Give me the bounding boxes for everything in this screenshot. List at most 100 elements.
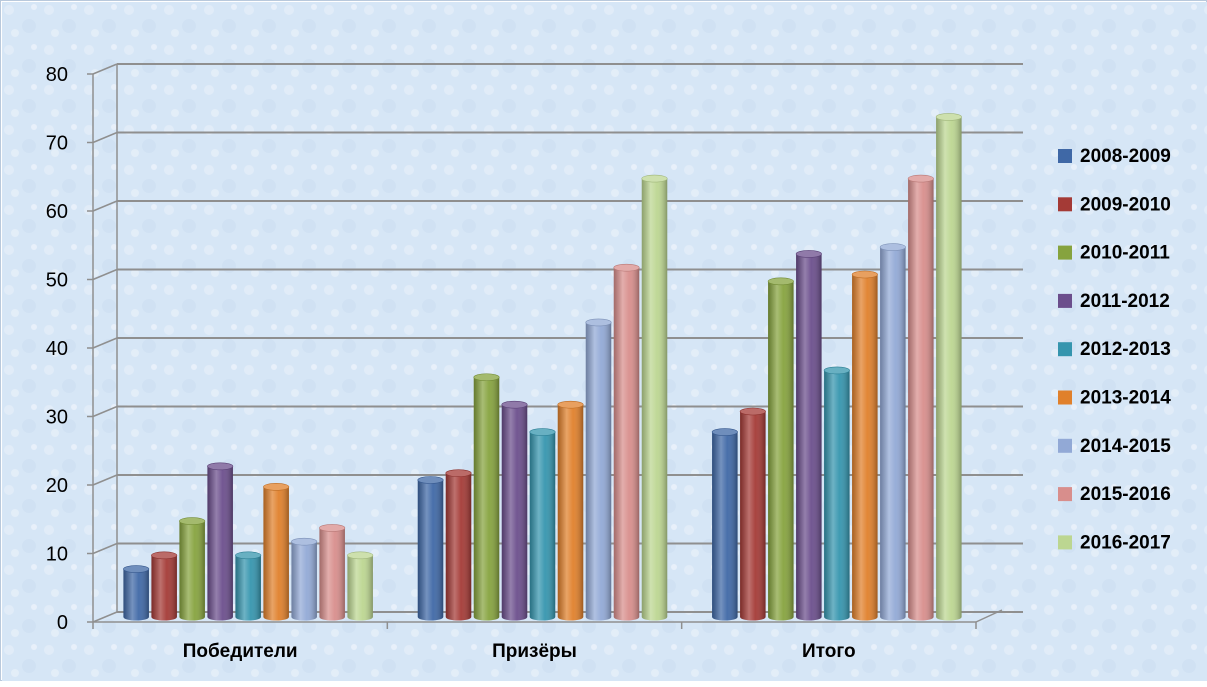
legend-swatch xyxy=(1058,342,1072,357)
bar xyxy=(795,250,822,621)
bar-shading xyxy=(417,480,444,621)
bar-shading xyxy=(291,541,317,621)
bar-top xyxy=(319,524,346,532)
bar-top xyxy=(291,537,318,546)
bar-shading xyxy=(908,178,934,621)
bar xyxy=(123,565,150,621)
bar-top xyxy=(879,243,906,251)
y-tick-label: 80 xyxy=(46,64,68,86)
bar xyxy=(347,551,374,621)
y-tick-label: 30 xyxy=(46,407,68,429)
bar xyxy=(585,318,612,621)
y-tick-label: 0 xyxy=(57,612,68,634)
x-category-label: Призёры xyxy=(492,641,577,662)
legend-swatch xyxy=(1058,293,1072,308)
bar-shading xyxy=(151,555,177,621)
bar-top xyxy=(851,270,878,279)
bar-shading xyxy=(179,521,205,621)
y-tick-label: 40 xyxy=(46,338,68,360)
bar-shading xyxy=(796,253,822,621)
legend-label: 2009-2010 xyxy=(1080,194,1171,215)
bar-top xyxy=(907,174,934,183)
gridline-depth xyxy=(92,405,118,418)
bar xyxy=(739,407,766,621)
bar xyxy=(557,400,584,621)
bar-shading xyxy=(585,322,612,621)
gridline-depth xyxy=(92,200,118,212)
bar-top xyxy=(151,551,178,560)
bar-top xyxy=(207,462,234,471)
bar-shading xyxy=(319,527,345,621)
bar xyxy=(417,476,444,621)
x-axis-depth xyxy=(975,609,1003,623)
y-tick-label: 70 xyxy=(46,133,68,155)
bar xyxy=(529,428,556,621)
bar xyxy=(851,270,878,621)
bar xyxy=(291,537,318,621)
legend-label: 2016-2017 xyxy=(1080,532,1171,553)
bar-shading xyxy=(852,274,878,621)
bar-shading xyxy=(235,555,261,621)
bar xyxy=(641,174,668,621)
bar xyxy=(767,277,794,621)
legend-label: 2013-2014 xyxy=(1080,388,1171,409)
legend-swatch xyxy=(1058,535,1072,550)
bar-shading xyxy=(824,370,850,621)
gridline-depth xyxy=(92,474,118,486)
bar-top xyxy=(585,318,612,327)
bar-top xyxy=(501,400,528,409)
bar xyxy=(235,551,262,621)
gridline-depth xyxy=(92,63,118,75)
bar-top xyxy=(263,483,290,491)
bar-shading xyxy=(740,411,766,621)
x-category-label: Победители xyxy=(183,641,298,662)
bar-shading xyxy=(712,432,738,621)
bar-shading xyxy=(501,404,528,621)
legend-swatch xyxy=(1058,487,1072,502)
bar-shading xyxy=(641,178,668,621)
bar-top xyxy=(711,428,738,436)
legend: 2008-2009 2009-2010 2010-2011 2011-2012 2012… xyxy=(1058,146,1171,553)
bar-shading xyxy=(529,432,556,621)
bar-top xyxy=(739,407,766,416)
gridline-depth xyxy=(92,131,118,144)
bar-shading xyxy=(936,116,962,621)
legend-swatch xyxy=(1058,438,1072,453)
y-tick-label: 20 xyxy=(46,475,68,497)
bar-shading xyxy=(613,267,640,621)
legend-swatch xyxy=(1058,245,1072,260)
legend-label: 2008-2009 xyxy=(1080,146,1171,167)
bar-top xyxy=(557,400,584,409)
bars xyxy=(123,113,962,621)
bar-top xyxy=(445,469,472,477)
bar xyxy=(445,469,472,621)
bar-top xyxy=(641,174,668,183)
bar-top xyxy=(935,113,962,121)
bar-top xyxy=(767,277,794,286)
bar-shading xyxy=(880,247,906,621)
bar-shading xyxy=(557,404,584,621)
gridline-depth xyxy=(92,337,118,349)
bar xyxy=(711,428,738,621)
axes xyxy=(87,64,1003,629)
gridline-depth xyxy=(92,542,118,555)
bar xyxy=(935,113,962,621)
bar-shading xyxy=(445,473,472,621)
y-tick-label: 60 xyxy=(46,201,68,223)
bar-top xyxy=(473,373,500,382)
bar xyxy=(151,551,178,621)
legend-label: 2014-2015 xyxy=(1080,436,1171,457)
bar-top xyxy=(123,565,150,573)
bar-top xyxy=(823,366,850,375)
bar-top xyxy=(795,250,822,258)
bar xyxy=(823,366,850,621)
legend-swatch xyxy=(1058,390,1072,405)
bar-shading xyxy=(123,569,149,621)
bar-top xyxy=(417,476,444,484)
x-category-label: Итого xyxy=(802,641,856,662)
y-tick-label: 10 xyxy=(46,544,68,566)
bar-top xyxy=(529,428,556,436)
bar-top xyxy=(613,263,640,272)
bar xyxy=(613,263,640,621)
